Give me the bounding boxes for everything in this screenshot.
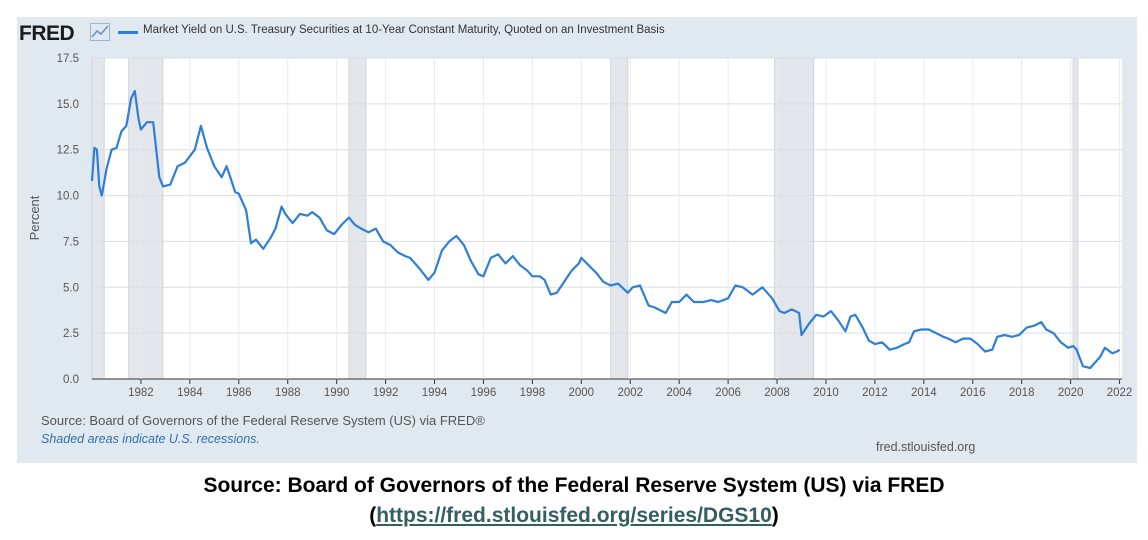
recession-band — [91, 57, 105, 380]
y-tick-label: 17.5 — [57, 53, 79, 65]
series-link[interactable]: https://fred.stlouisfed.org/series/DGS10 — [376, 504, 772, 527]
x-tick-label: 1990 — [324, 387, 350, 399]
y-axis-ticks: 0.0 2.5 5.0 7.5 10.0 12.5 15.0 17.5 — [57, 53, 79, 386]
x-tick-label: 1988 — [275, 387, 301, 399]
x-tick-label: 2016 — [960, 387, 986, 399]
x-tick-label: 1998 — [520, 387, 546, 399]
x-tick-label: 1994 — [422, 387, 448, 399]
plot-area — [92, 58, 1122, 379]
y-tick-label: 2.5 — [63, 328, 79, 340]
y-axis-label: Percent — [27, 195, 42, 240]
y-tick-label: 5.0 — [63, 282, 79, 294]
x-tick-label: 2018 — [1009, 387, 1035, 399]
legend-label: Market Yield on U.S. Treasury Securities… — [143, 24, 665, 36]
x-tick-label: 2012 — [862, 387, 888, 399]
caption-close-paren: ) — [771, 504, 779, 527]
y-tick-label: 7.5 — [63, 236, 79, 248]
grid-lines — [92, 57, 1122, 380]
x-axis-ticks: 1982 1984 1986 1988 1990 1992 1994 1996 1998 2000… — [128, 379, 1132, 399]
recession-band — [774, 57, 815, 380]
caption-open-paren: ( — [369, 504, 377, 527]
x-tick-label: 2006 — [715, 387, 741, 399]
chart-plot: 0.02.55.07.510.012.515.017.5 1982 1984 198… — [27, 53, 1132, 399]
x-tick-label: 1984 — [177, 387, 203, 399]
x-tick-label: 2008 — [764, 387, 790, 399]
fred-site-link[interactable]: fred.stlouisfed.org — [876, 440, 976, 454]
recession-band — [1072, 57, 1079, 380]
x-tick-label: 1992 — [373, 387, 399, 399]
x-tick-label: 2022 — [1107, 387, 1133, 399]
series-line — [90, 89, 1121, 370]
y-tick-label: 15.0 — [57, 99, 79, 111]
x-tick-label: 2004 — [666, 387, 692, 399]
legend-swatch — [118, 31, 138, 34]
caption-source: Source: Board of Governors of the Federa… — [203, 474, 945, 497]
x-tick-label: 2002 — [617, 387, 643, 399]
x-tick-label: 2020 — [1058, 387, 1084, 399]
recession-note: Shaded areas indicate U.S. recessions. — [41, 432, 260, 446]
x-tick-label: 1982 — [128, 387, 154, 399]
fred-logo[interactable]: FRED — [19, 22, 75, 45]
x-tick-label: 1986 — [226, 387, 252, 399]
recession-band — [348, 57, 367, 380]
line-chart-icon — [90, 23, 110, 41]
x-tick-label: 2000 — [569, 387, 595, 399]
y-tick-label: 10.0 — [57, 191, 79, 203]
source-note: Source: Board of Governors of the Federa… — [41, 413, 485, 428]
x-tick-label: 2014 — [911, 387, 937, 399]
x-tick-label: 2010 — [813, 387, 839, 399]
recession-band — [128, 57, 164, 380]
caption-link-line: (https://fred.stlouisfed.org/series/DGS1… — [0, 504, 1148, 528]
y-tick-label: 0.0 — [63, 374, 79, 386]
recession-shading — [91, 57, 1079, 380]
recession-band — [610, 57, 629, 380]
y-tick-label: 12.5 — [57, 145, 79, 157]
x-tick-label: 1996 — [471, 387, 497, 399]
